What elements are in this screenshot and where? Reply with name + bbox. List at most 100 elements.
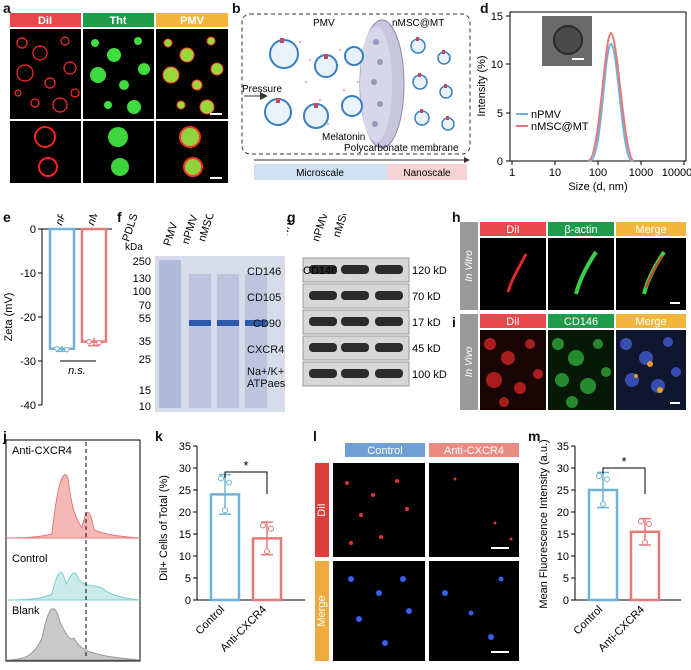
label-nmsc: nMSC@MT	[392, 18, 444, 29]
k-point-0a	[218, 475, 224, 482]
j-label-blank: Blank	[12, 605, 40, 617]
panel-label-i: i	[452, 314, 456, 330]
panel-e-chart: 0 -10 -20 -30 -40 Zeta (mV) nPMV nMSC@MT…	[3, 167, 115, 412]
label-membrane: Polycarbonate membrane	[344, 143, 459, 154]
panel-label-m: m	[528, 428, 541, 444]
k-ytick-7: 35	[179, 441, 191, 453]
panel-i: In Vivo DiI CD146 Merge	[460, 314, 691, 414]
k-point-0c	[222, 507, 228, 514]
panel-b: PMV nMSC@MT Pressure Melatonin Polycarbo…	[240, 12, 472, 194]
d-ylabel: Intensity (%)	[476, 55, 488, 116]
k-ytick-1: 5	[185, 573, 191, 585]
panel-label-b: b	[232, 0, 241, 16]
m-point-1c	[642, 539, 648, 546]
panel-l-figure: Control Anti-CXCR4 DiI Merge	[315, 443, 519, 661]
panel-k-chart: DiI+ Cells of Total (%) 0 5 10 15 20 25 30 35 *…	[158, 441, 305, 654]
i-header-cd146: CD146	[564, 316, 598, 328]
m-ytick-2: 10	[557, 551, 569, 563]
panel-k: DiI+ Cells of Total (%) 0 5 10 15 20 25 30 35 *…	[155, 438, 315, 665]
m-ylabel: Mean Fluorescence Intensity (a.u.)	[538, 439, 550, 608]
panel-label-d: d	[480, 0, 489, 16]
panel-d-chart: 0 5 10 15 1 10 100 1000 10000 Size (d, n…	[476, 11, 691, 193]
panel-a: DiI Tht PMV	[10, 13, 228, 183]
panel-d: 0 5 10 15 1 10 100 1000 10000 Size (d, n…	[472, 6, 691, 206]
e-bar-1	[80, 227, 108, 343]
m-ytick-6: 30	[557, 463, 569, 475]
d-xtick-1: 10	[549, 167, 561, 179]
d-xtick-2: 100	[589, 167, 607, 179]
e-ytick-1: -10	[20, 268, 36, 280]
f-marker-55: 55	[139, 313, 151, 325]
m-point-0b	[604, 476, 610, 483]
k-ylabel: DiI+ Cells of Total (%)	[158, 475, 170, 581]
g-size-atpase: 100 kD	[412, 369, 447, 381]
k-ytick-6: 30	[179, 463, 191, 475]
panel-label-h: h	[452, 209, 461, 225]
m-ytick-0: 0	[563, 595, 569, 607]
panel-m-chart: Mean Fluorescence Intensity (a.u.) 0 5 10 1…	[538, 439, 681, 654]
f-lane-pdlsc: PDLSC	[120, 214, 143, 243]
j-anti-cxcr4-curve	[5, 474, 141, 539]
f-marker-70: 70	[139, 300, 151, 312]
panel-a-header-dii	[10, 13, 81, 27]
label-pressure: Pressure	[242, 84, 282, 95]
panel-label-g: g	[287, 209, 296, 225]
g-protein-label-3: CD90	[253, 318, 282, 330]
microscale-bar	[254, 164, 387, 180]
k-point-0b	[226, 479, 232, 486]
h-header-actin: β-actin	[564, 224, 597, 236]
d-legend-nmsc: nMSC@MT	[531, 121, 589, 133]
k-ytick-3: 15	[179, 529, 191, 541]
panel-f-gel: kDa PDLSC PMV nPMV nMSC@MT 250 130 100 7…	[120, 184, 285, 413]
f-kda: kDa	[125, 242, 143, 253]
panel-label-k: k	[155, 428, 163, 444]
e-point-0b	[64, 346, 70, 353]
m-ytick-1: 5	[563, 573, 569, 585]
f-marker-130: 130	[133, 273, 151, 285]
f-marker-15: 15	[139, 385, 151, 397]
i-header-dii: DiI	[506, 316, 519, 328]
g-protein-label-5: Na+/K+ ATPaes	[247, 366, 286, 390]
h-side-bar	[460, 222, 478, 310]
m-point-0c	[600, 501, 606, 508]
e-ns: n.s.	[68, 365, 86, 377]
panel-m: Mean Fluorescence Intensity (a.u.) 0 5 10 1…	[531, 438, 691, 665]
g-lane-pmv: PMV	[287, 217, 295, 244]
g-size-cd105: 70 kD	[412, 291, 441, 303]
e-category-nmsc: nMSC@MT	[85, 214, 115, 227]
e-ytick-0: 0	[30, 224, 36, 236]
d-xlabel: Size (d, nm)	[568, 181, 627, 193]
panel-g-blot: PMV nPMV nMSC@MT CD146 120 kD 70 kD 17 k…	[276, 180, 447, 387]
d-ytick-1: 5	[497, 108, 503, 120]
m-point-0a	[596, 472, 602, 479]
panel-j-histogram: Anti-CXCR4 Control Blank	[5, 439, 141, 662]
panel-g: PMV nPMV nMSC@MT CD146 120 kD 70 kD 17 k…	[276, 180, 452, 419]
f-marker-100: 100	[133, 286, 151, 298]
panel-a-header-tht-text: Tht	[109, 15, 126, 27]
d-xtick-4: 10000	[662, 167, 691, 179]
f-marker-25: 25	[139, 354, 151, 366]
panel-a-header-dii-text: DiI	[38, 15, 52, 27]
nanoscale-bar	[387, 164, 467, 180]
d-ytick-3: 15	[491, 11, 503, 23]
m-point-1b	[646, 520, 652, 527]
d-ytick-2: 10	[491, 59, 503, 71]
f-marker-250: 250	[133, 256, 151, 268]
e-point-0a	[54, 345, 60, 352]
g-size-cd90: 17 kD	[412, 317, 441, 329]
k-ytick-0: 0	[185, 595, 191, 607]
d-series-nmsc	[587, 31, 635, 162]
e-category-npmv: nPMV	[53, 214, 74, 227]
j-control-curve	[5, 571, 141, 601]
d-ytick-0: 0	[497, 156, 503, 168]
panel-a-figure: DiI Tht PMV	[10, 13, 228, 183]
h-header-merge: Merge	[635, 224, 666, 236]
m-ytick-4: 20	[557, 507, 569, 519]
k-point-1c	[264, 548, 270, 555]
g-protein-label-2: CD105	[247, 292, 282, 304]
panel-j: Anti-CXCR4 Control Blank	[4, 438, 144, 665]
label-pmv: PMV	[313, 18, 335, 29]
m-ytick-7: 35	[557, 441, 569, 453]
label-melatonin: Melatonin	[322, 132, 365, 143]
g-lane-npmv: nPMV	[310, 214, 331, 243]
